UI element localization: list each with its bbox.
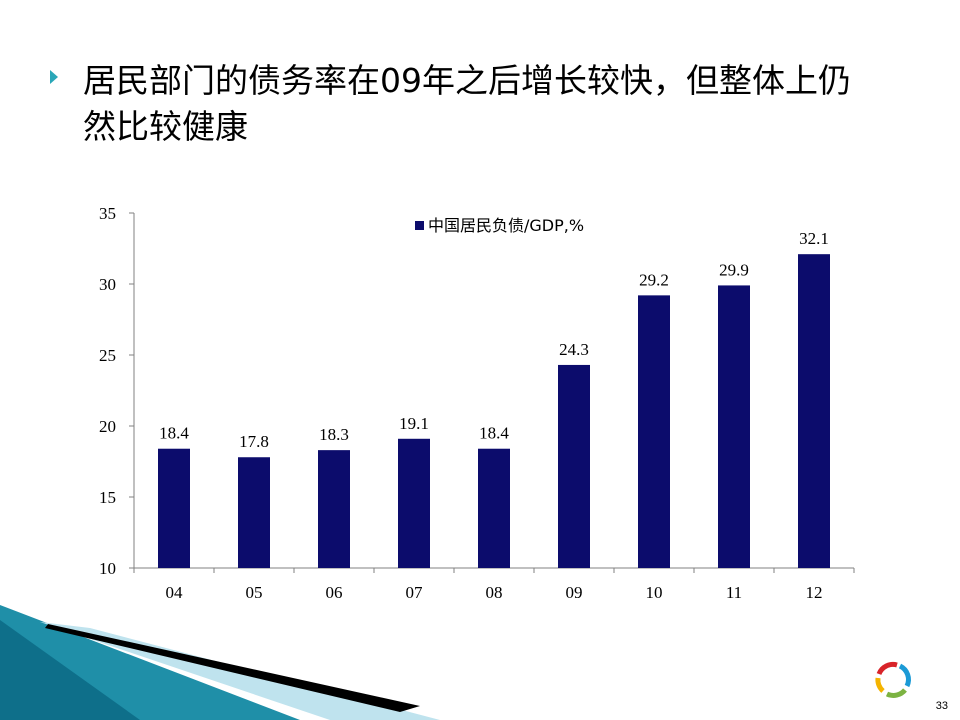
y-tick-label: 10: [99, 559, 116, 578]
y-tick-group: 10 15 20 25 30 35: [99, 204, 134, 578]
x-tick-label: 09: [566, 583, 583, 602]
legend-label: 中国居民负债/GDP,%: [428, 216, 584, 235]
y-tick-label: 35: [99, 204, 116, 223]
title-block: 居民部门的债务率在09年之后增长较快，但整体上仍然比较健康: [50, 58, 910, 150]
x-tick-label: 04: [166, 583, 184, 602]
ring-logo-icon: [875, 661, 911, 698]
y-tick-label: 30: [99, 275, 116, 294]
y-tick-label: 20: [99, 417, 116, 436]
x-tick-label: 07: [406, 583, 424, 602]
data-label-05: 17.8: [239, 432, 269, 451]
data-label-04: 18.4: [159, 424, 189, 443]
x-tick-label: 06: [326, 583, 343, 602]
bar-07: [398, 438, 430, 568]
swoosh-dark-teal-shape: [0, 620, 140, 720]
swoosh-black-shape: [45, 624, 420, 712]
data-label-08: 18.4: [479, 424, 509, 443]
bar-12: [798, 254, 830, 568]
page-number: 33: [935, 700, 948, 712]
x-tick-label: 08: [486, 583, 503, 602]
bar-11: [718, 285, 750, 568]
data-label-10: 29.2: [639, 270, 669, 289]
x-tick-label: 05: [246, 583, 263, 602]
x-tick-label: 12: [806, 583, 823, 602]
bar-series-group: [158, 254, 830, 568]
legend-swatch: [415, 221, 424, 230]
bar-06: [318, 450, 350, 568]
data-label-07: 19.1: [399, 414, 429, 433]
data-label-12: 32.1: [799, 229, 829, 248]
triangle-bullet-icon: [50, 70, 58, 84]
decorative-swoosh: [0, 605, 440, 720]
bar-10: [638, 295, 670, 568]
bar-04: [158, 448, 190, 568]
data-label-group: 18.4 17.8 18.3 19.1 18.4 24.3 29.2 29.9 32.1: [159, 229, 829, 451]
data-label-09: 24.3: [559, 340, 589, 359]
y-tick-label: 25: [99, 346, 116, 365]
bar-05: [238, 457, 270, 568]
bar-08: [478, 448, 510, 568]
y-tick-label: 15: [99, 488, 116, 507]
bar-09: [558, 364, 590, 568]
x-tick-label: 10: [646, 583, 663, 602]
x-tick-label: 11: [726, 583, 742, 602]
data-label-11: 29.9: [719, 260, 749, 279]
legend: 中国居民负债/GDP,%: [415, 216, 584, 235]
data-label-06: 18.3: [319, 425, 349, 444]
x-tick-group: 04 05 06 07 08 09 10 11 12: [133, 568, 855, 602]
slide-title: 居民部门的债务率在09年之后增长较快，但整体上仍然比较健康: [83, 61, 851, 146]
